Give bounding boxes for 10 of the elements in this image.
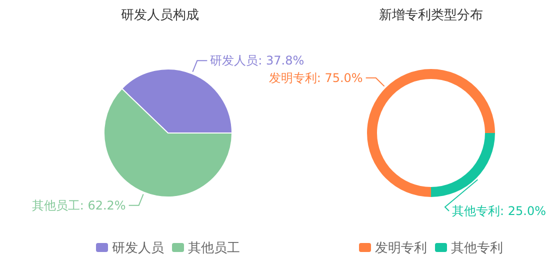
chart-title: 新增专利类型分布: [379, 8, 483, 23]
data-label: 其他专利: 25.0%: [452, 204, 546, 218]
data-label: 发明专利: 75.0%: [268, 70, 363, 85]
data-label: 研发人员: 37.8%: [210, 54, 304, 68]
data-label: 其他员工: 62.2%: [32, 198, 126, 212]
legend-label: 其他专利: [451, 241, 503, 256]
legend-label: 其他员工: [188, 241, 240, 256]
legend-label: 研发人员: [112, 241, 164, 256]
chart-title: 研发人员构成: [121, 8, 199, 23]
legend-label: 发明专利: [375, 241, 427, 256]
